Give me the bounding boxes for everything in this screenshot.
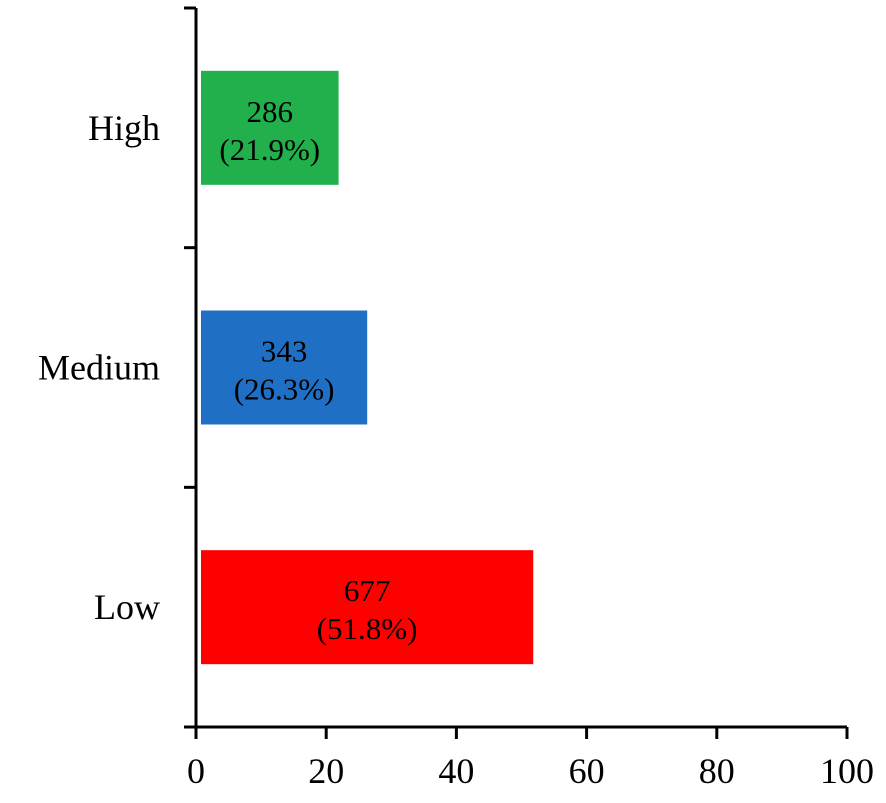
bar-count-label: 677 [344, 573, 391, 608]
category-label: High [88, 108, 160, 148]
bar-high [201, 70, 339, 185]
bar-percent-label: (51.8%) [317, 611, 418, 646]
x-tick-label: 100 [820, 751, 874, 791]
x-tick-label: 0 [187, 751, 205, 791]
category-labels: High Medium Low [38, 108, 160, 627]
y-ticks [184, 6, 196, 729]
category-label: Medium [38, 348, 160, 388]
x-ticks [194, 727, 849, 739]
bar-percent-label: (26.3%) [234, 372, 335, 407]
bar-count-label: 343 [261, 334, 308, 369]
x-tick-label: 60 [569, 751, 605, 791]
x-tick-labels: 0 20 40 60 80 100 [187, 751, 874, 791]
x-tick-label: 20 [308, 751, 344, 791]
x-tick-label: 40 [438, 751, 474, 791]
bar-low [201, 550, 534, 665]
x-tick-label: 80 [699, 751, 735, 791]
axes [194, 8, 847, 729]
bar-percent-label: (21.9%) [219, 132, 320, 167]
bars [201, 70, 534, 665]
bar-medium [201, 310, 368, 425]
bar-count-label: 286 [247, 94, 294, 129]
bar-data-labels: 286(21.9%) 343(26.3%) 677(51.8%) [219, 94, 417, 646]
category-label: Low [94, 587, 160, 627]
